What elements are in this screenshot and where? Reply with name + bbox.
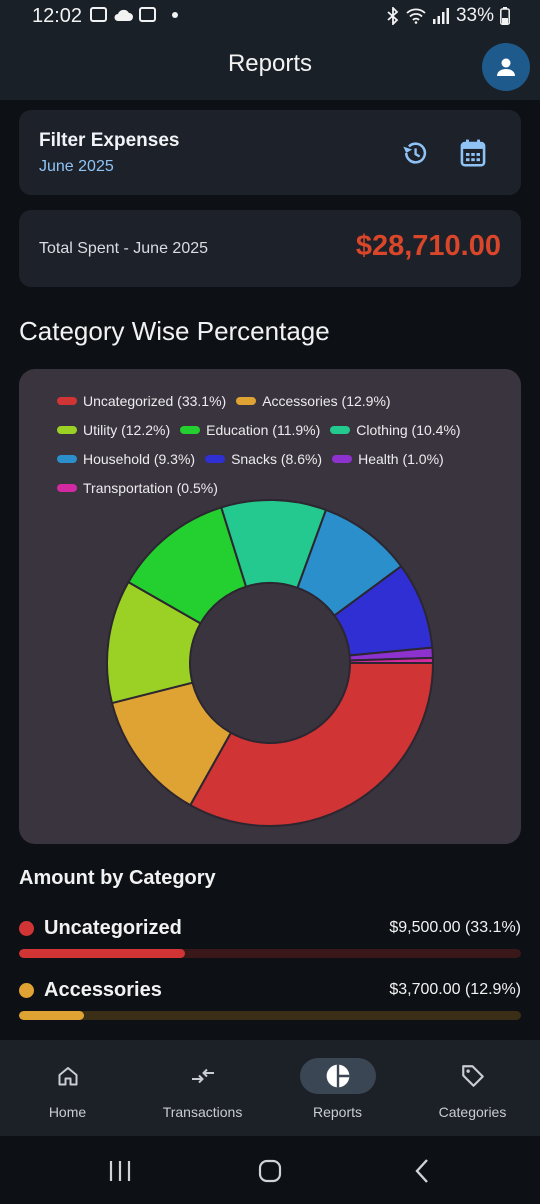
category-amount: $3,700.00 (12.9%) xyxy=(389,981,521,998)
total-spent-label: Total Spent - June 2025 xyxy=(39,240,209,257)
person-icon xyxy=(497,58,515,76)
category-percentage-heading: Category Wise Percentage xyxy=(19,316,330,346)
legend-swatch xyxy=(57,425,77,434)
category-chart-card: Uncategorized (33.1%) Accessories (12.9%)… xyxy=(19,369,521,844)
donut-slice-transportation[interactable] xyxy=(348,656,435,664)
legend-item: Household (9.3%) xyxy=(57,449,195,468)
status-time: 12:02 xyxy=(32,5,83,27)
legend-swatch xyxy=(205,454,226,463)
filter-expenses-card: Filter Expenses June 2025 xyxy=(19,110,521,195)
nav-icon-container-active xyxy=(299,1058,376,1094)
category-color-dot xyxy=(19,982,34,998)
legend-swatch xyxy=(236,396,257,405)
more-notifications-dot-icon xyxy=(172,11,178,18)
image-notification-icon xyxy=(90,7,107,22)
legend-item: Snacks (8.6%) xyxy=(205,449,322,468)
category-color-dot xyxy=(19,920,34,936)
page-title: Reports xyxy=(227,50,313,77)
legend-item: Education (11.9%) xyxy=(180,420,320,439)
category-progress-fill xyxy=(19,949,186,958)
notification-icons xyxy=(90,7,178,22)
category-progress-track xyxy=(19,1011,521,1020)
legend-label: Utility (12.2%) xyxy=(83,421,171,438)
signal-icon xyxy=(432,8,449,24)
back-chevron-icon xyxy=(415,1159,428,1183)
legend-label: Accessories (12.9%) xyxy=(262,392,391,409)
category-donut-chart xyxy=(106,499,435,827)
home-icon xyxy=(58,1067,77,1086)
history-icon xyxy=(403,142,427,164)
legend-item: Clothing (10.4%) xyxy=(330,420,461,439)
app-header: 12:02 33% Reports xyxy=(0,0,540,100)
legend-item: Uncategorized (33.1%) xyxy=(57,391,226,410)
profile-avatar-button[interactable] xyxy=(482,43,530,91)
nav-label-home: Home xyxy=(48,1104,87,1120)
category-name: Uncategorized xyxy=(44,916,182,939)
status-bar: 12:02 33% xyxy=(0,0,540,34)
legend-item: Accessories (12.9%) xyxy=(236,391,391,410)
bluetooth-icon xyxy=(387,7,399,25)
nav-item-reports[interactable]: Reports xyxy=(270,1040,405,1136)
category-name: Accessories xyxy=(44,978,162,1001)
transfer-arrows-icon xyxy=(191,1068,214,1084)
nav-icon-container xyxy=(435,1058,511,1094)
category-progress-fill xyxy=(19,1011,84,1020)
total-spent-card: Total Spent - June 2025 $28,710.00 xyxy=(19,210,521,287)
legend-label: Transportation (0.5%) xyxy=(83,479,218,496)
reset-history-button[interactable] xyxy=(399,137,431,169)
legend-swatch xyxy=(57,396,77,405)
calendar-icon xyxy=(460,139,486,167)
back-button[interactable] xyxy=(402,1156,442,1186)
battery-percent: 33% xyxy=(455,5,494,26)
nav-icon-container xyxy=(30,1058,106,1094)
cloud-icon xyxy=(114,9,133,21)
legend-label: Snacks (8.6%) xyxy=(231,450,323,467)
recent-apps-button[interactable] xyxy=(100,1156,140,1186)
nav-item-home[interactable]: Home xyxy=(0,1040,135,1136)
nav-label-reports: Reports xyxy=(312,1104,363,1120)
legend-swatch xyxy=(330,425,351,434)
nav-label-transactions: Transactions xyxy=(162,1104,243,1120)
amount-row[interactable]: Uncategorized $9,500.00 (33.1%) xyxy=(19,915,521,958)
total-spent-value: $28,710.00 xyxy=(355,230,501,262)
legend-swatch xyxy=(180,425,201,434)
nav-item-transactions[interactable]: Transactions xyxy=(135,1040,270,1136)
category-amount: $9,500.00 (33.1%) xyxy=(389,919,521,936)
legend-label: Education (11.9%) xyxy=(206,421,321,438)
legend-item: Transportation (0.5%) xyxy=(57,478,218,497)
legend-swatch xyxy=(57,454,77,463)
legend-swatch xyxy=(57,483,77,492)
legend-item: Health (1.0%) xyxy=(332,449,444,468)
tag-icon xyxy=(461,1065,484,1087)
pick-month-button[interactable] xyxy=(457,137,489,169)
calendar-notification-icon xyxy=(139,7,156,22)
amount-by-category-heading: Amount by Category xyxy=(19,867,216,889)
category-progress-track xyxy=(19,949,521,958)
wifi-icon xyxy=(406,8,426,24)
nav-label-categories: Categories xyxy=(438,1104,507,1120)
battery-icon xyxy=(500,7,510,25)
filter-period: June 2025 xyxy=(39,158,114,175)
filter-title: Filter Expenses xyxy=(39,130,180,151)
nav-icon-container xyxy=(165,1058,241,1094)
bottom-navigation: Home Transactions Reports Categories xyxy=(0,1040,540,1136)
legend-swatch xyxy=(332,454,353,463)
system-status-icons: 33% xyxy=(386,5,510,27)
legend-label: Uncategorized (33.1%) xyxy=(83,392,227,409)
donut-slice-uncategorized[interactable] xyxy=(188,662,435,827)
nav-item-categories[interactable]: Categories xyxy=(405,1040,540,1136)
home-circle-icon xyxy=(258,1159,282,1183)
pie-chart-icon xyxy=(326,1064,349,1088)
legend-label: Clothing (10.4%) xyxy=(356,421,461,438)
system-navigation-bar xyxy=(0,1136,540,1204)
recent-apps-icon xyxy=(109,1161,131,1181)
legend-label: Health (1.0%) xyxy=(358,450,444,467)
amount-row[interactable]: Accessories $3,700.00 (12.9%) xyxy=(19,977,521,1020)
home-system-button[interactable] xyxy=(250,1156,290,1186)
chart-legend: Uncategorized (33.1%) Accessories (12.9%)… xyxy=(57,391,507,497)
legend-label: Household (9.3%) xyxy=(83,450,196,467)
legend-item: Utility (12.2%) xyxy=(57,420,170,439)
